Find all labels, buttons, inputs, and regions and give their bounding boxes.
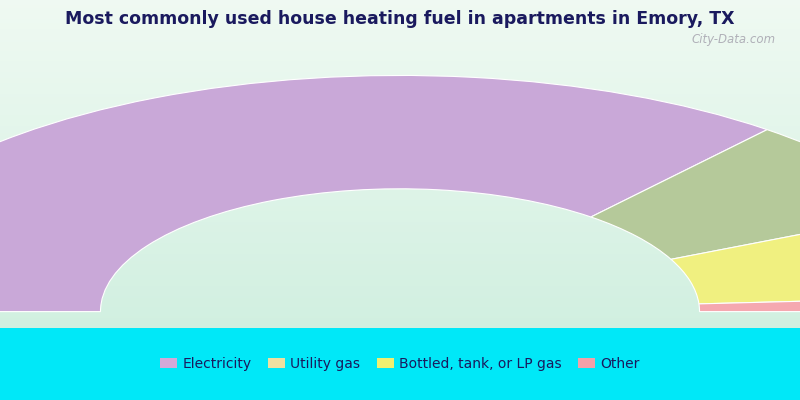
Wedge shape bbox=[591, 130, 800, 259]
Wedge shape bbox=[699, 297, 800, 312]
Wedge shape bbox=[0, 76, 767, 312]
Legend: Electricity, Utility gas, Bottled, tank, or LP gas, Other: Electricity, Utility gas, Bottled, tank,… bbox=[154, 352, 646, 376]
Text: City-Data.com: City-Data.com bbox=[692, 33, 776, 46]
Wedge shape bbox=[671, 211, 800, 304]
Text: Most commonly used house heating fuel in apartments in Emory, TX: Most commonly used house heating fuel in… bbox=[66, 10, 734, 28]
